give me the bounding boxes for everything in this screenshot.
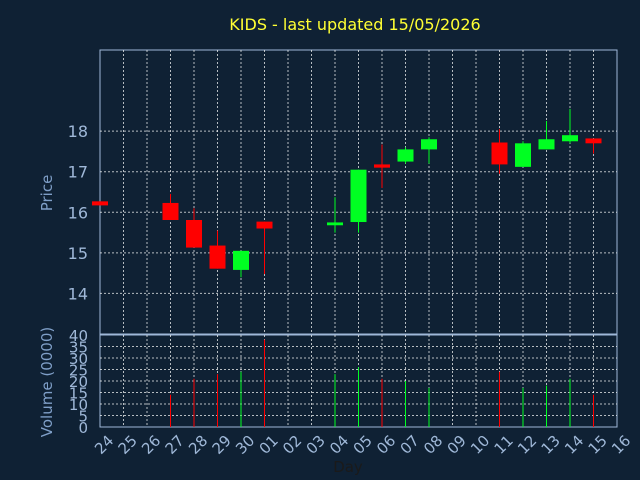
- candle-body: [186, 219, 202, 248]
- x-tick-label: 08: [420, 432, 446, 458]
- x-tick-label: 01: [256, 432, 282, 458]
- volume-tick-label: 20: [69, 373, 88, 391]
- x-tick-label: 24: [91, 432, 117, 458]
- price-tick-label: 17: [68, 163, 88, 182]
- candle-body: [515, 143, 531, 167]
- candle-body: [491, 142, 508, 165]
- volume-tick-label: 15: [69, 385, 88, 403]
- x-tick-label: 04: [326, 432, 352, 458]
- candle-body: [421, 139, 437, 150]
- x-tick-label: 25: [115, 432, 141, 458]
- x-tick-label: 13: [538, 432, 564, 458]
- volume-tick-label: 30: [69, 350, 88, 368]
- x-tick-label: 10: [467, 432, 493, 458]
- price-axis-label: Price: [38, 175, 56, 212]
- x-tick-label: 14: [561, 432, 587, 458]
- volume-tick-label: 35: [69, 339, 88, 357]
- candle-body: [256, 221, 273, 229]
- x-axis: 2425262728293001020304050607080910111213…: [91, 432, 634, 458]
- x-tick-label: 09: [444, 432, 470, 458]
- volume-tick-label: 40: [69, 327, 88, 345]
- x-tick-label: 06: [373, 432, 399, 458]
- candle-body: [538, 139, 555, 150]
- candle-body: [350, 169, 367, 223]
- candle-body: [327, 222, 343, 226]
- candle-body: [209, 245, 226, 269]
- candle-body: [374, 164, 390, 168]
- x-tick-label: 02: [279, 432, 305, 458]
- candle-body: [585, 138, 602, 144]
- x-tick-label: 16: [608, 432, 634, 458]
- volume-tick-label: 0: [78, 419, 88, 437]
- volume-tick-label: 5: [78, 408, 88, 426]
- x-tick-label: 27: [162, 432, 188, 458]
- candle-body: [397, 149, 414, 162]
- volume-tick-label: 25: [69, 362, 88, 380]
- chart-title: KIDS - last updated 15/05/2026: [229, 15, 480, 34]
- price-tick-label: 16: [68, 203, 88, 222]
- candle-body: [162, 202, 179, 220]
- x-tick-label: 29: [209, 432, 235, 458]
- x-axis-label: Day: [333, 458, 363, 476]
- price-tick-label: 15: [68, 244, 88, 263]
- price-tick-label: 14: [68, 284, 88, 303]
- x-tick-label: 26: [138, 432, 164, 458]
- price-tick-label: 18: [68, 122, 88, 141]
- candle-body: [92, 201, 108, 206]
- candle-body: [562, 135, 578, 142]
- x-tick-label: 12: [514, 432, 540, 458]
- volume-axis-label: Volume (0000): [38, 327, 56, 437]
- x-tick-label: 28: [185, 432, 211, 458]
- x-tick-label: 03: [303, 432, 329, 458]
- x-tick-label: 07: [397, 432, 423, 458]
- x-tick-label: 05: [350, 432, 376, 458]
- volume-tick-label: 10: [69, 396, 88, 414]
- price-panel: 14 15 16 17 18: [68, 49, 618, 335]
- candle-body: [233, 250, 249, 270]
- x-tick-label: 15: [585, 432, 611, 458]
- x-tick-label: 11: [491, 432, 517, 458]
- x-tick-label: 30: [232, 432, 258, 458]
